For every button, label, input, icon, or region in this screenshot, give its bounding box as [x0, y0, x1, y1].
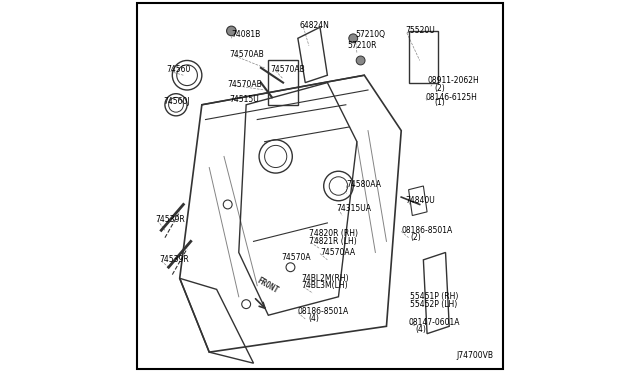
Text: 74570A: 74570A [281, 253, 311, 263]
Text: 74539R: 74539R [156, 215, 186, 224]
Text: 74580AA: 74580AA [346, 180, 381, 189]
Text: 74570AB: 74570AB [270, 65, 305, 74]
Text: 08146-6125H: 08146-6125H [425, 93, 477, 102]
Text: (2): (2) [435, 84, 445, 93]
Text: 74560: 74560 [167, 65, 191, 74]
Text: 74315UA: 74315UA [337, 203, 372, 213]
Circle shape [227, 26, 236, 36]
Text: 74570AB: 74570AB [228, 80, 262, 89]
Text: 57210R: 57210R [348, 41, 377, 50]
Text: FRONT: FRONT [255, 276, 280, 295]
Circle shape [356, 56, 365, 65]
Text: (1): (1) [435, 99, 445, 108]
Text: 74BL2M(RH): 74BL2M(RH) [301, 274, 349, 283]
Text: 74821R (LH): 74821R (LH) [309, 237, 356, 246]
Text: 57210Q: 57210Q [355, 30, 385, 39]
Text: 74570AB: 74570AB [230, 51, 264, 60]
Text: 74081B: 74081B [232, 30, 260, 39]
Text: (4): (4) [415, 326, 426, 334]
Text: 75520U: 75520U [405, 26, 435, 35]
Text: 74539R: 74539R [159, 255, 189, 264]
Text: 08186-8501A: 08186-8501A [401, 226, 452, 235]
Text: 74840U: 74840U [405, 196, 435, 205]
Text: 55451P (RH): 55451P (RH) [410, 292, 459, 301]
Text: 74560J: 74560J [163, 97, 189, 106]
Text: 64824N: 64824N [300, 21, 330, 30]
Text: 74570AA: 74570AA [320, 248, 355, 257]
Circle shape [349, 34, 358, 43]
Text: 08911-2062H: 08911-2062H [427, 76, 479, 85]
Text: 74820R (RH): 74820R (RH) [309, 230, 358, 238]
Text: 74BL3M(LH): 74BL3M(LH) [301, 281, 348, 290]
Text: J74700VB: J74700VB [456, 351, 493, 360]
Text: (2): (2) [410, 233, 421, 242]
Text: (4): (4) [308, 314, 319, 323]
Text: 74515U: 74515U [230, 95, 259, 104]
Text: 55452P (LH): 55452P (LH) [410, 300, 458, 309]
Text: 08186-8501A: 08186-8501A [297, 307, 348, 316]
Text: 08147-0601A: 08147-0601A [408, 318, 460, 327]
